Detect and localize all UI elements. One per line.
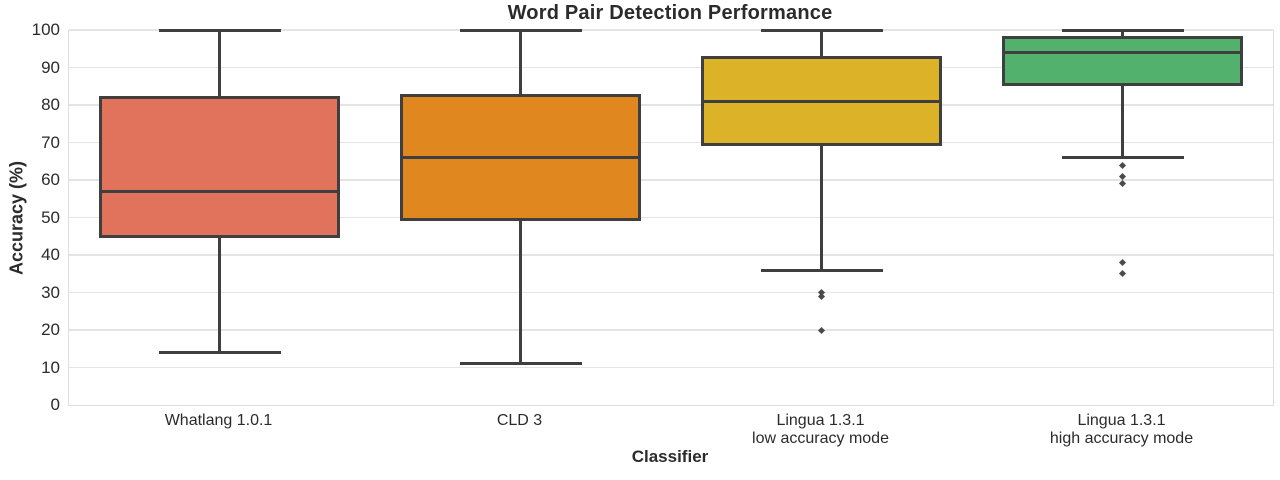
outlier-marker-3-4 [1118,270,1127,278]
whisker-upper [1121,30,1124,36]
whisker-lower [519,221,522,364]
whisker-cap-lower [760,268,883,272]
whisker-cap-lower [1061,156,1184,159]
whisker-cap-upper [459,28,582,32]
gridline-100 [69,29,1273,31]
whisker-cap-lower [158,351,281,354]
x-tick-label-line-3-1: high accuracy mode [1049,430,1194,447]
median-line [701,99,942,103]
x-tick-label-2: Lingua 1.3.1 low accuracy mode [670,412,971,448]
y-tick-label-60: 60 [41,170,60,189]
whisker-lower [820,146,823,270]
iqr-box [99,95,340,239]
x-tick-label-line-2-1: low accuracy mode [752,430,889,447]
whisker-cap-lower [459,362,582,366]
gridline-80 [69,104,1273,106]
x-tick-label-line-1-0: CLD 3 [496,412,543,429]
x-tick-label-line-0-0: Whatlang 1.0.1 [164,412,273,429]
x-axis-label: Classifier [631,447,709,466]
whisker-lower [1121,86,1124,158]
outlier-marker-3-1 [1118,172,1127,180]
outlier-marker-3-3 [1118,258,1127,267]
whisker-cap-upper [1061,28,1184,32]
y-tick-label-100: 100 [31,20,60,39]
x-tick-label-1: CLD 3 [369,412,670,430]
outlier-marker-3-0 [1118,161,1127,169]
median-line [99,189,340,193]
box-group-0 [69,28,1273,405]
y-tick-label-70: 70 [41,132,60,152]
y-tick-label-40: 40 [41,245,60,264]
whisker-upper [519,30,522,94]
gridline-30 [69,291,1273,294]
whisker-cap-upper [760,28,883,32]
outlier-marker-3-2 [1118,180,1127,188]
gridline-90 [69,66,1273,69]
y-tick-label-10: 10 [41,357,60,377]
median-line [400,156,641,159]
plot-area [68,28,1274,406]
x-tick-label-line-2-0: Lingua 1.3.1 [776,412,865,429]
x-tick-label-line-3-0: Lingua 1.3.1 [1077,412,1166,429]
gridline-70 [69,141,1273,144]
y-tick-label-50: 50 [41,207,60,227]
whisker-upper [218,30,221,96]
whisker-cap-upper [158,28,281,32]
iqr-box [1002,35,1243,87]
gridline-60 [69,179,1273,181]
gridline-50 [69,216,1273,219]
y-tick-label-20: 20 [41,320,60,339]
x-tick-label-0: Whatlang 1.0.1 [68,412,369,430]
whisker-lower [218,238,221,353]
box-group-3 [69,28,1273,405]
box-group-1 [69,28,1273,405]
box-group-2 [69,28,1273,405]
y-tick-label-0: 0 [50,395,60,414]
whisker-upper [820,30,823,57]
gridline-10 [69,366,1273,369]
gridline-20 [69,329,1273,331]
y-tick-label-90: 90 [41,57,60,77]
median-line [1002,51,1243,54]
y-tick-label-80: 80 [41,95,60,114]
x-tick-label-3: Lingua 1.3.1 high accuracy mode [971,412,1272,448]
y-tick-label-30: 30 [41,282,60,302]
gridline-40 [69,254,1273,256]
chart-title: Word Pair Detection Performance [507,2,833,24]
